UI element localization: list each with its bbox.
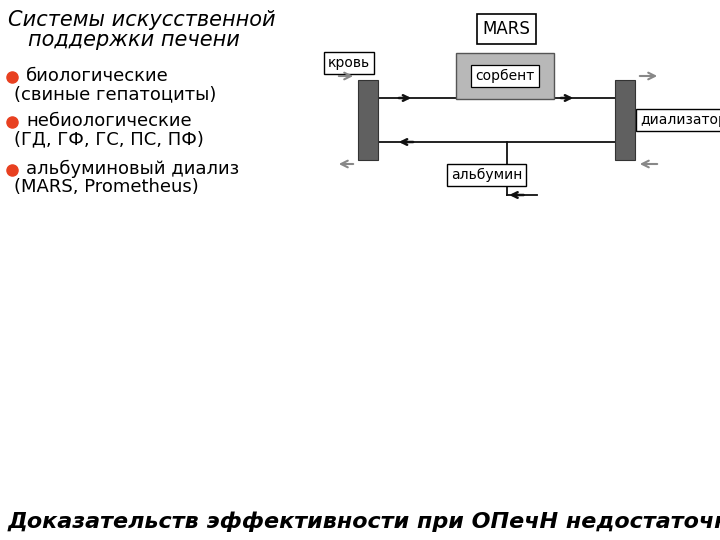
Text: сорбент: сорбент	[475, 69, 535, 83]
Bar	[358, 80, 378, 160]
Text: альбумин: альбумин	[451, 168, 522, 182]
Text: (MARS, Prometheus): (MARS, Prometheus)	[14, 178, 199, 196]
Text: (свиные гепатоциты): (свиные гепатоциты)	[14, 85, 217, 103]
Text: диализатор: диализатор	[640, 113, 720, 127]
Text: MARS: MARS	[482, 20, 531, 38]
Bar	[615, 80, 635, 160]
Text: кровь: кровь	[328, 56, 370, 70]
Text: Системы искусственной: Системы искусственной	[8, 10, 276, 30]
Text: небиологические: небиологические	[26, 112, 192, 130]
Text: Доказательств эффективности при ОПечН недостаточно: Доказательств эффективности при ОПечН не…	[8, 512, 720, 532]
Text: (ГД, ГФ, ГС, ПС, ПФ): (ГД, ГФ, ГС, ПС, ПФ)	[14, 130, 204, 148]
Text: биологические: биологические	[26, 67, 168, 85]
Bar	[456, 53, 554, 99]
Text: альбуминовый диализ: альбуминовый диализ	[26, 160, 239, 178]
Text: поддержки печени: поддержки печени	[28, 30, 240, 50]
